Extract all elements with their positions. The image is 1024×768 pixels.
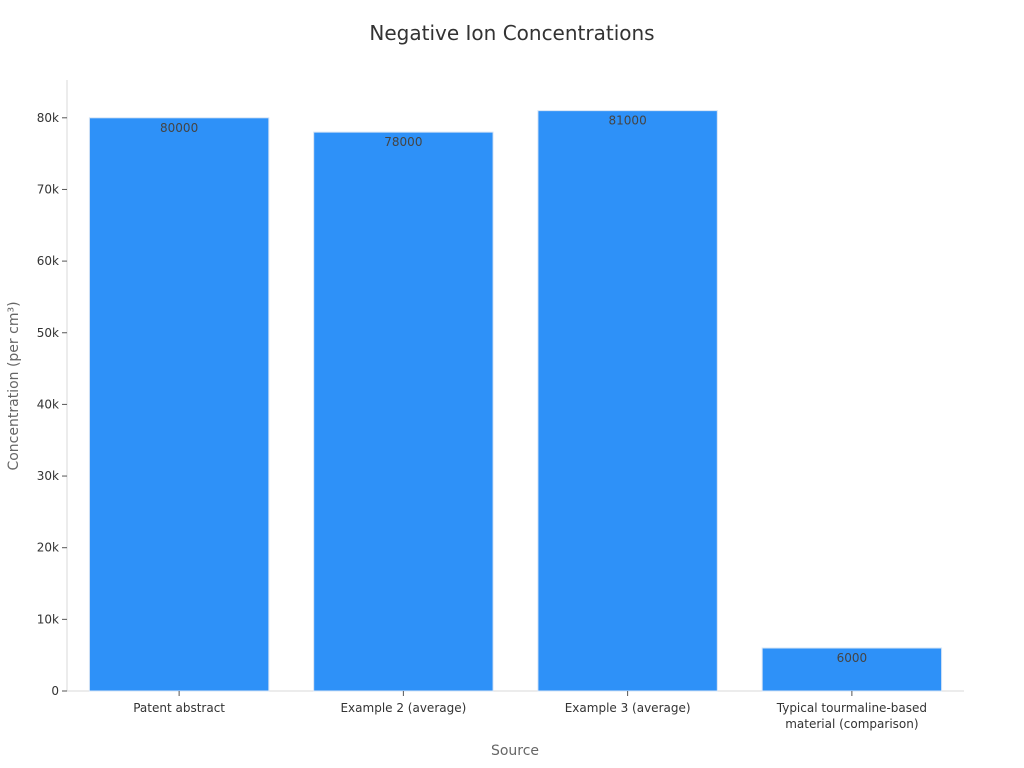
x-tick-label: Example 2 (average) bbox=[340, 701, 466, 715]
data-label: 78000 bbox=[384, 135, 422, 149]
data-label: 6000 bbox=[837, 651, 868, 665]
x-tick-label: Patent abstract bbox=[133, 701, 225, 715]
y-tick-label: 20k bbox=[37, 541, 59, 555]
bar bbox=[88, 117, 270, 692]
chart-title: Negative Ion Concentrations bbox=[369, 21, 654, 45]
x-tick-label-line: Patent abstract bbox=[133, 701, 225, 715]
x-tick-label-line: material (comparison) bbox=[785, 717, 918, 731]
y-tick-label: 70k bbox=[37, 182, 59, 196]
x-tick-label: Typical tourmaline-based material (compar… bbox=[776, 701, 927, 731]
x-tick-label: Example 3 (average) bbox=[565, 701, 691, 715]
y-tick-label: 10k bbox=[37, 612, 59, 626]
bar bbox=[313, 131, 494, 692]
data-label: 80000 bbox=[160, 121, 198, 135]
x-axis-label: Source bbox=[491, 743, 539, 759]
y-axis-label: Concentration (per cm³) bbox=[6, 301, 22, 470]
x-tick-label-line: Example 2 (average) bbox=[340, 701, 466, 715]
data-label: 81000 bbox=[609, 114, 647, 128]
y-tick-label: 80k bbox=[37, 111, 59, 125]
bar bbox=[537, 110, 718, 692]
y-tick-label: 40k bbox=[37, 397, 59, 411]
y-tick-label: 30k bbox=[37, 469, 59, 483]
y-tick-label: 0 bbox=[51, 684, 59, 698]
bar bbox=[761, 647, 943, 692]
y-tick-label: 50k bbox=[37, 326, 59, 340]
x-tick-label-line: Typical tourmaline-based bbox=[776, 701, 927, 715]
plot-area: 0 10k 20k 30k 40k 50k 60k 70k 80k 80000 Patent abs… bbox=[37, 80, 964, 731]
x-tick-label-line: Example 3 (average) bbox=[565, 701, 691, 715]
y-tick-label: 60k bbox=[37, 254, 59, 268]
